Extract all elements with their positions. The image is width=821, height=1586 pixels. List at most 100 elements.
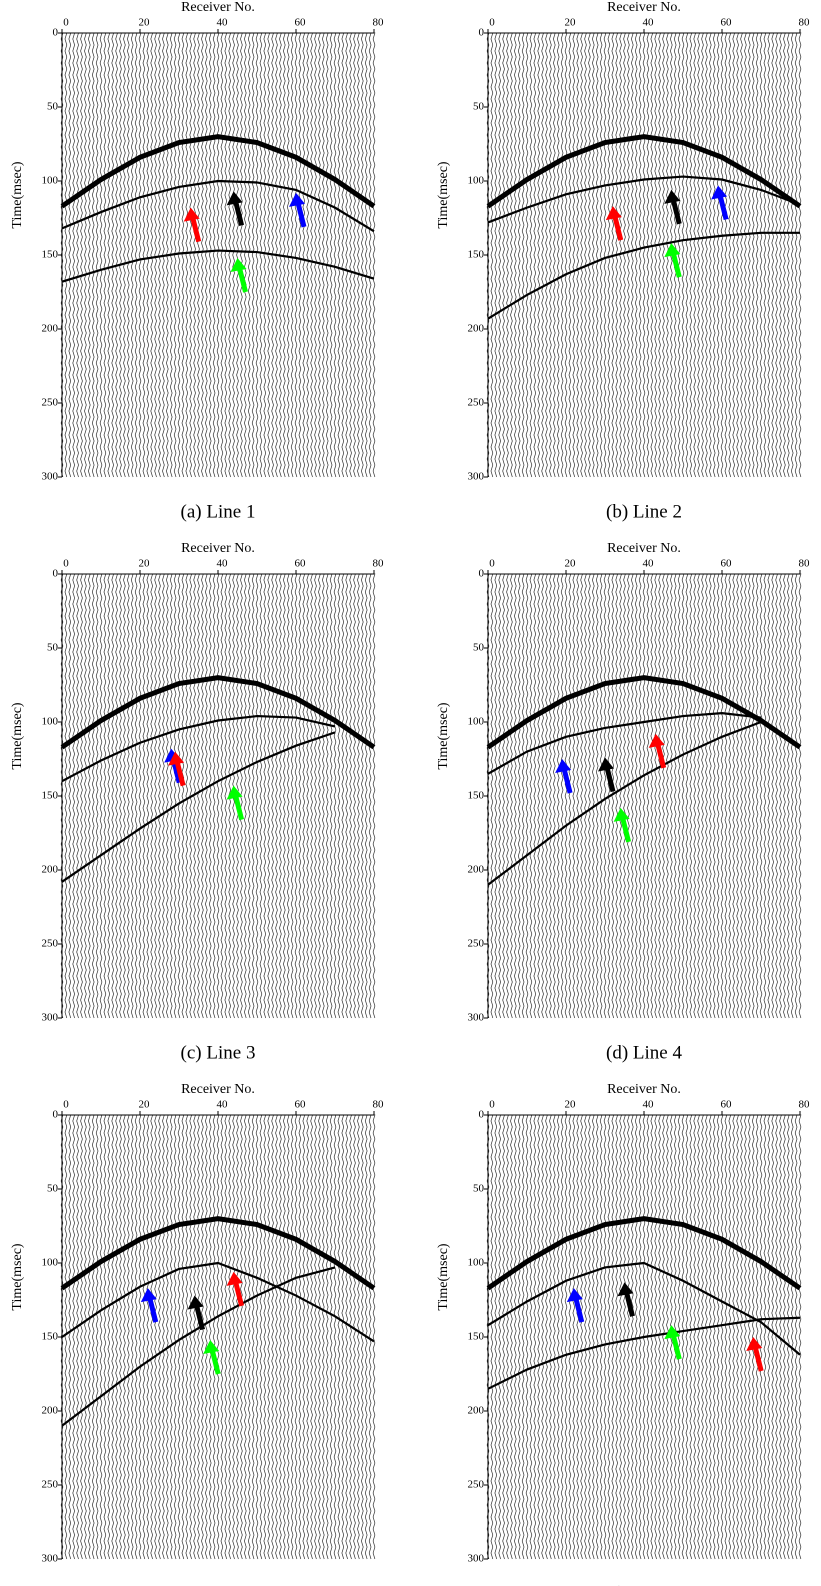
- trace: [495, 574, 497, 1018]
- x-tick-label: 0: [489, 17, 495, 29]
- trace: [73, 574, 75, 1018]
- trace: [534, 33, 536, 477]
- y-axis-label: Time(msec): [436, 1243, 451, 1310]
- trace: [358, 574, 360, 1018]
- trace: [143, 33, 145, 477]
- y-axis-label: Time(msec): [10, 1243, 25, 1310]
- trace: [221, 1115, 223, 1559]
- trace: [624, 1115, 626, 1559]
- y-tick-label: 100: [468, 1257, 485, 1269]
- trace: [530, 1115, 532, 1559]
- trace: [534, 574, 536, 1018]
- y-tick-label: 250: [468, 938, 485, 950]
- trace: [733, 33, 735, 477]
- y-tick-label: 300: [42, 1012, 59, 1024]
- trace: [186, 33, 188, 477]
- trace: [291, 1115, 293, 1559]
- caption: (d) Line 4: [606, 1042, 682, 1063]
- y-tick-label: 300: [42, 471, 59, 483]
- trace: [174, 1115, 176, 1559]
- trace: [88, 1115, 90, 1559]
- trace: [108, 33, 110, 477]
- trace: [65, 33, 67, 477]
- trace: [542, 1115, 544, 1559]
- trace: [225, 33, 227, 477]
- x-tick-label: 20: [565, 1099, 577, 1111]
- trace: [326, 33, 328, 477]
- arrow-head: [614, 808, 630, 822]
- trace: [698, 33, 700, 477]
- y-tick-label: 50: [47, 101, 59, 113]
- trace: [682, 1115, 684, 1559]
- trace: [514, 33, 516, 477]
- trace: [678, 1115, 680, 1559]
- trace: [768, 574, 770, 1018]
- trace: [295, 33, 297, 477]
- trace: [369, 574, 371, 1018]
- trace: [717, 574, 719, 1018]
- trace: [190, 33, 192, 477]
- trace: [151, 574, 153, 1018]
- trace: [768, 33, 770, 477]
- trace: [244, 33, 246, 477]
- trace: [741, 33, 743, 477]
- trace: [147, 574, 149, 1018]
- x-tick-label: 80: [373, 17, 385, 29]
- trace: [557, 33, 559, 477]
- trace: [373, 574, 375, 1018]
- trace: [124, 1115, 126, 1559]
- trace: [655, 33, 657, 477]
- trace: [612, 1115, 614, 1559]
- trace: [667, 574, 669, 1018]
- trace: [198, 1115, 200, 1559]
- trace: [151, 1115, 153, 1559]
- trace: [205, 574, 207, 1018]
- trace: [241, 33, 243, 477]
- x-axis-label: Receiver No.: [607, 0, 681, 15]
- x-tick-label: 40: [643, 17, 655, 29]
- trace: [96, 1115, 98, 1559]
- trace: [100, 33, 102, 477]
- x-tick-label: 60: [295, 558, 307, 570]
- trace: [694, 574, 696, 1018]
- arrow-shaft: [720, 195, 726, 219]
- trace: [651, 574, 653, 1018]
- arrow-shaft: [673, 200, 679, 224]
- trace: [135, 574, 137, 1018]
- trace: [178, 574, 180, 1018]
- trace: [795, 1115, 797, 1559]
- trace: [155, 33, 157, 477]
- arrow: [203, 1340, 219, 1374]
- trace: [143, 574, 145, 1018]
- trace: [170, 1115, 172, 1559]
- trace: [287, 1115, 289, 1559]
- trace: [561, 1115, 563, 1559]
- trace: [186, 1115, 188, 1559]
- trace: [546, 574, 548, 1018]
- trace: [85, 574, 87, 1018]
- trace: [690, 574, 692, 1018]
- trace: [511, 33, 513, 477]
- trace: [581, 1115, 583, 1559]
- trace: [725, 574, 727, 1018]
- trace: [135, 1115, 137, 1559]
- trace: [88, 33, 90, 477]
- reflection-event: [62, 678, 374, 748]
- trace: [131, 574, 133, 1018]
- trace: [248, 574, 250, 1018]
- trace: [647, 33, 649, 477]
- y-tick-label: 150: [42, 249, 59, 261]
- trace: [729, 574, 731, 1018]
- trace: [795, 574, 797, 1018]
- trace: [104, 574, 106, 1018]
- y-tick-label: 150: [42, 1331, 59, 1343]
- trace: [507, 1115, 509, 1559]
- caption: (a) Line 1: [181, 501, 256, 522]
- trace: [713, 1115, 715, 1559]
- trace: [503, 1115, 505, 1559]
- trace: [600, 33, 602, 477]
- trace: [256, 1115, 258, 1559]
- trace: [182, 574, 184, 1018]
- trace: [756, 574, 758, 1018]
- trace: [799, 1115, 801, 1559]
